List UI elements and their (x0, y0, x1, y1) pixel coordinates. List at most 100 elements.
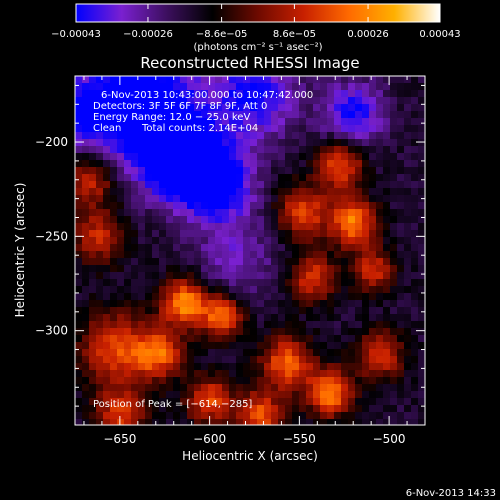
heatmap-cell (159, 419, 166, 425)
heatmap-cell (257, 419, 264, 425)
heatmap-cell (369, 146, 376, 153)
heatmap-cell (320, 251, 327, 258)
heatmap-cell (299, 251, 306, 258)
heatmap-cell (215, 286, 222, 293)
heatmap-cell (278, 328, 285, 335)
heatmap-cell (82, 76, 89, 83)
heatmap-cell (222, 202, 229, 209)
heatmap-cell (362, 118, 369, 125)
heatmap-cell (180, 293, 187, 300)
heatmap-cell (117, 286, 124, 293)
heatmap-cell (257, 90, 264, 97)
heatmap-cell (390, 391, 397, 398)
heatmap-cell (257, 412, 264, 419)
heatmap-cell (89, 307, 96, 314)
heatmap-cell (152, 342, 159, 349)
heatmap-cell (82, 223, 89, 230)
heatmap-cell (201, 174, 208, 181)
heatmap-cell (173, 209, 180, 216)
heatmap-cell (82, 90, 89, 97)
heatmap-cell (306, 118, 313, 125)
heatmap-cell (208, 174, 215, 181)
heatmap-cell (243, 237, 250, 244)
heatmap-cell (145, 160, 152, 167)
heatmap-cell (376, 76, 383, 83)
heatmap-cell (257, 356, 264, 363)
heatmap-cell (278, 335, 285, 342)
heatmap-cell (285, 76, 292, 83)
heatmap-cell (159, 167, 166, 174)
heatmap-cell (215, 223, 222, 230)
heatmap-cell (243, 335, 250, 342)
heatmap-cell (236, 398, 243, 405)
heatmap-cell (131, 307, 138, 314)
heatmap-cell (145, 419, 152, 425)
heatmap-cell (82, 258, 89, 265)
heatmap-cell (124, 370, 131, 377)
heatmap-cell (117, 405, 124, 412)
heatmap-cell (159, 104, 166, 111)
heatmap-cell (341, 209, 348, 216)
heatmap-cell (89, 349, 96, 356)
heatmap-cell (348, 307, 355, 314)
heatmap-cell (166, 307, 173, 314)
heatmap-cell (390, 300, 397, 307)
heatmap-cell (334, 265, 341, 272)
heatmap-cell (390, 146, 397, 153)
heatmap-cell (194, 419, 201, 425)
heatmap-cell (250, 335, 257, 342)
heatmap-cell (243, 188, 250, 195)
heatmap-cell (194, 391, 201, 398)
heatmap-cell (355, 160, 362, 167)
heatmap-cell (75, 90, 82, 97)
heatmap-cell (264, 314, 271, 321)
heatmap-cell (362, 377, 369, 384)
heatmap-cell (103, 349, 110, 356)
heatmap-cell (397, 398, 404, 405)
heatmap-cell (82, 419, 89, 425)
heatmap-cell (320, 356, 327, 363)
heatmap-cell (383, 153, 390, 160)
heatmap-cell (257, 237, 264, 244)
heatmap-cell (215, 237, 222, 244)
heatmap-cell (334, 174, 341, 181)
heatmap-cell (166, 419, 173, 425)
heatmap-cell (180, 132, 187, 139)
heatmap-cell (152, 132, 159, 139)
heatmap-cell (257, 265, 264, 272)
heatmap-cell (243, 279, 250, 286)
heatmap-cell (159, 335, 166, 342)
heatmap-cell (173, 230, 180, 237)
heatmap-cell (341, 181, 348, 188)
heatmap-cell (250, 202, 257, 209)
heatmap-cell (138, 356, 145, 363)
heatmap-cell (271, 391, 278, 398)
heatmap-cell (159, 118, 166, 125)
heatmap-cell (355, 342, 362, 349)
heatmap-cell (229, 419, 236, 425)
heatmap-cell (285, 398, 292, 405)
heatmap-cell (327, 223, 334, 230)
heatmap-cell (215, 279, 222, 286)
heatmap-cell (376, 300, 383, 307)
heatmap-cell (397, 265, 404, 272)
heatmap-cell (285, 181, 292, 188)
heatmap-cell (187, 83, 194, 90)
heatmap-cell (131, 104, 138, 111)
heatmap-cell (152, 412, 159, 419)
heatmap-cell (208, 370, 215, 377)
heatmap-cell (390, 111, 397, 118)
heatmap-cell (299, 160, 306, 167)
heatmap-cell (313, 188, 320, 195)
heatmap-cell (390, 223, 397, 230)
heatmap-cell (355, 307, 362, 314)
heatmap-cell (75, 391, 82, 398)
heatmap-cell (229, 363, 236, 370)
annotation-time-range: 6-Nov-2013 10:43:00.000 to 10:47:42.000 (101, 90, 313, 101)
heatmap-cell (82, 398, 89, 405)
heatmap-cell (152, 349, 159, 356)
heatmap-cell (152, 244, 159, 251)
heatmap-cell (320, 132, 327, 139)
heatmap-cell (110, 405, 117, 412)
heatmap-cell (313, 356, 320, 363)
